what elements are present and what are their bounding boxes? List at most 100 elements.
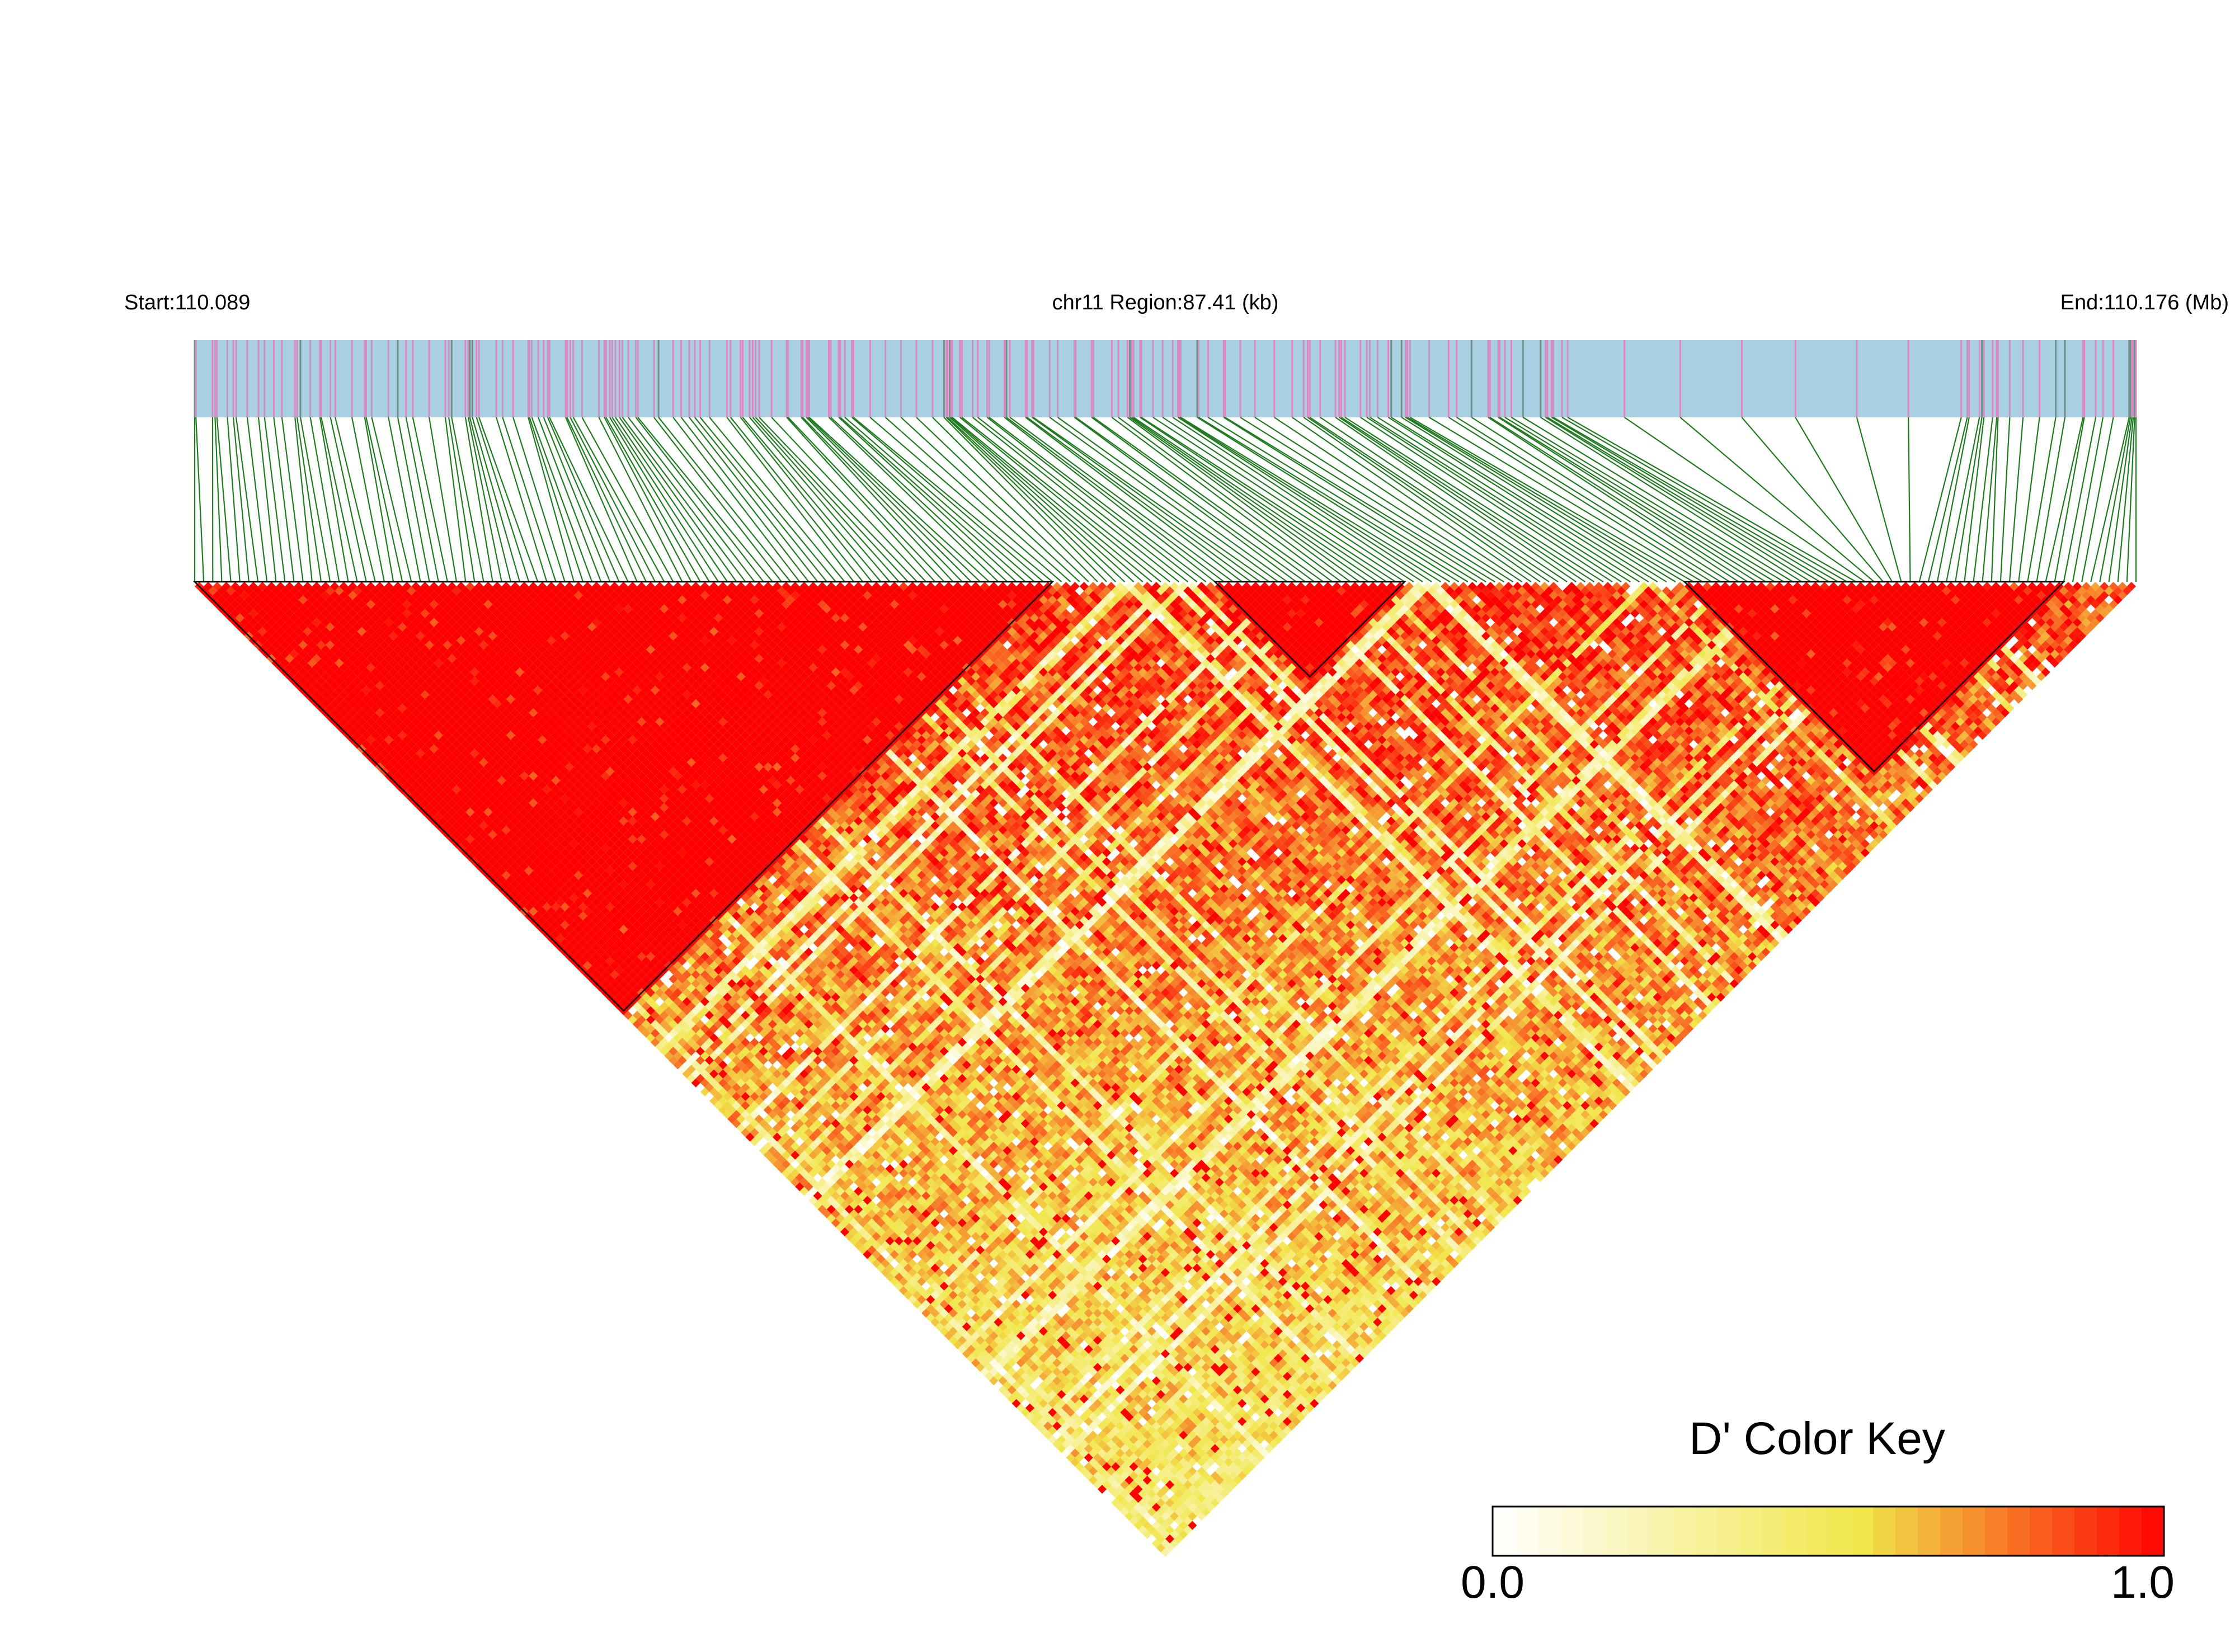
ld-cell xyxy=(727,1105,737,1115)
snp-connector xyxy=(1741,417,1884,582)
ld-cell xyxy=(994,1381,1003,1390)
ld-cell xyxy=(1102,1480,1112,1489)
ld-cell xyxy=(370,740,380,749)
ld-cell xyxy=(592,970,601,980)
snp-connector xyxy=(549,417,629,582)
ld-cell xyxy=(966,1353,976,1363)
ld-cell xyxy=(1129,1507,1138,1517)
ld-cell xyxy=(587,965,597,975)
ld-cell xyxy=(501,879,511,889)
ld-cell xyxy=(1016,1394,1025,1404)
ld-cell xyxy=(470,848,479,858)
snp-connector xyxy=(807,417,981,582)
snp-connector xyxy=(1547,417,1820,582)
snp-connector xyxy=(1999,417,2011,582)
ld-cell xyxy=(330,708,340,718)
snp-connector xyxy=(529,417,584,582)
ld-cell xyxy=(538,916,547,925)
ld-cell xyxy=(732,1101,741,1110)
ld-cell xyxy=(998,1385,1008,1395)
snp-connector xyxy=(1303,417,1541,582)
ld-cell xyxy=(447,825,457,835)
snp-connector xyxy=(1489,417,1748,582)
snp-connector xyxy=(448,417,476,582)
ld-cell xyxy=(944,1331,953,1340)
ld-cell xyxy=(357,726,366,736)
snp-connector xyxy=(1207,417,1478,582)
snp-connector xyxy=(1335,417,1577,582)
ld-cell xyxy=(569,938,578,948)
snp-connector xyxy=(2008,417,2024,582)
snp-connector xyxy=(1552,417,1838,582)
snp-connector xyxy=(1198,417,1469,582)
ld-cell xyxy=(335,703,344,713)
snp-connector xyxy=(838,417,1017,582)
ld-cell xyxy=(438,807,448,817)
ld-cell xyxy=(885,1263,895,1273)
snp-connector xyxy=(1908,417,1911,582)
ld-cell xyxy=(267,636,276,645)
ld-cell xyxy=(898,1277,908,1286)
ld-cell xyxy=(384,753,394,763)
ld-cell xyxy=(881,1268,890,1277)
ld-cell xyxy=(1003,1372,1012,1381)
snp-connector xyxy=(236,417,259,582)
ld-cell xyxy=(583,961,592,970)
ld-cell xyxy=(664,1033,674,1043)
snp-connector xyxy=(1141,417,1396,582)
ld-cell xyxy=(289,667,299,677)
ld-cell xyxy=(772,1159,782,1169)
ld-cell xyxy=(1093,1462,1102,1471)
snp-connector xyxy=(709,417,845,582)
snp-connector xyxy=(1111,417,1333,582)
ld-cell xyxy=(366,735,375,745)
snp-connector xyxy=(2108,417,2133,582)
ld-cell xyxy=(258,636,267,645)
ld-cell xyxy=(782,1159,791,1169)
snp-connector xyxy=(1498,417,1757,582)
ld-cell xyxy=(344,713,353,722)
snp-connector xyxy=(952,417,1152,582)
snp-connector xyxy=(214,417,223,582)
snp-connector xyxy=(478,417,539,582)
ld-cell xyxy=(330,699,340,708)
ld-cell xyxy=(1016,1403,1025,1413)
ld-cell xyxy=(826,1196,836,1205)
snp-connector xyxy=(565,417,638,582)
ld-cell xyxy=(551,920,561,930)
ld-cell xyxy=(741,1119,750,1128)
ld-cell xyxy=(352,722,362,731)
snp-connector xyxy=(1340,417,1595,582)
ld-cell xyxy=(551,929,561,939)
ld-cell xyxy=(791,1169,800,1178)
ld-cell xyxy=(474,844,484,853)
snp-connector xyxy=(986,417,1198,582)
ld-cell xyxy=(777,1155,787,1164)
snp-connector xyxy=(598,417,683,582)
ld-cell xyxy=(393,771,403,781)
ld-cell xyxy=(885,1272,895,1282)
ld-cell xyxy=(510,888,520,898)
ld-cell xyxy=(244,622,253,632)
snp-connector xyxy=(653,417,782,582)
snp-connector xyxy=(628,417,755,582)
ld-cell xyxy=(573,943,583,952)
snp-connector xyxy=(1006,417,1225,582)
ld-cell xyxy=(917,1295,926,1305)
ld-cell xyxy=(1070,1439,1080,1449)
ld-cell xyxy=(686,1074,696,1083)
ld-cell xyxy=(898,1268,908,1277)
ld-cell xyxy=(651,1028,660,1038)
ld-cell xyxy=(605,983,615,993)
ld-cell xyxy=(316,685,326,695)
ld-cell xyxy=(994,1363,1003,1372)
snp-connector xyxy=(335,417,376,582)
ld-cell xyxy=(416,794,425,803)
ld-cell xyxy=(258,627,267,636)
ld-cell xyxy=(917,1286,926,1295)
snp-connector xyxy=(1624,417,1866,582)
snp-connector xyxy=(469,417,511,582)
ld-cell xyxy=(953,1340,962,1349)
ld-cell xyxy=(1129,1516,1138,1526)
ld-cell xyxy=(795,1173,804,1183)
